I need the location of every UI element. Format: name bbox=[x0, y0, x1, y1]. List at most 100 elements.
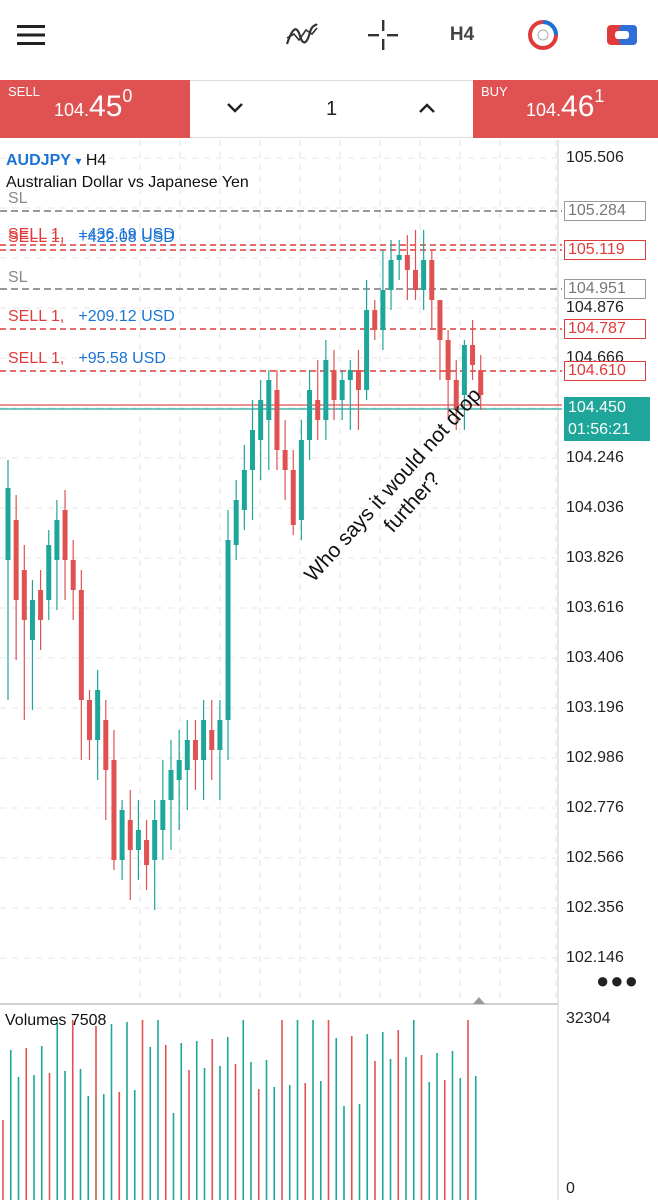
price-tick: 103.406 bbox=[566, 649, 624, 666]
lot-size-stepper[interactable]: 1 bbox=[190, 80, 473, 138]
candle-body bbox=[209, 730, 215, 750]
candle-body bbox=[266, 380, 272, 420]
bar-countdown: 01:56:21 bbox=[568, 421, 631, 438]
crosshair-icon[interactable] bbox=[364, 14, 402, 56]
candle-body bbox=[160, 800, 166, 830]
candle-body bbox=[217, 720, 223, 750]
current-price-box: 104.450 01:56:21 bbox=[564, 397, 650, 441]
order-label[interactable]: SELL 1, +436.19 USD bbox=[8, 226, 175, 243]
candle-body bbox=[21, 570, 27, 620]
price-tick: 105.506 bbox=[566, 149, 624, 166]
price-tick: 102.146 bbox=[566, 949, 624, 966]
pane-resize-handle bbox=[473, 997, 485, 1004]
volumes-title: Volumes 7508 bbox=[5, 1012, 107, 1029]
symbol-dropdown-icon[interactable]: ▾ bbox=[75, 154, 82, 168]
price-tick: 104.876 bbox=[566, 299, 624, 316]
candle-body bbox=[119, 810, 125, 860]
indicator-curve-icon[interactable] bbox=[282, 14, 322, 56]
candle-body bbox=[380, 290, 386, 330]
candle-body bbox=[315, 400, 321, 420]
stop-loss-price-box: 105.284 bbox=[564, 201, 646, 221]
sell-button[interactable]: SELL 104.450 bbox=[0, 80, 190, 138]
candle-body bbox=[38, 590, 44, 620]
chevron-up-icon[interactable] bbox=[416, 97, 438, 124]
symbol-description: Australian Dollar vs Japanese Yen bbox=[6, 174, 249, 191]
volumes-max: 32304 bbox=[566, 1010, 611, 1027]
order-price-box: 104.610 bbox=[564, 361, 646, 381]
candle-body bbox=[298, 440, 304, 520]
trade-panel: SELL 104.450 1 BUY 104.461 bbox=[0, 80, 658, 138]
candle-body bbox=[95, 690, 101, 740]
candle-body bbox=[70, 560, 76, 590]
stop-loss-label[interactable]: SL bbox=[8, 190, 28, 207]
candle-body bbox=[421, 260, 427, 290]
candle-body bbox=[258, 400, 264, 440]
price-tick: 103.196 bbox=[566, 699, 624, 716]
candle-body bbox=[127, 820, 133, 850]
price-tick: 103.616 bbox=[566, 599, 624, 616]
candle-body bbox=[62, 510, 68, 560]
candle-body bbox=[445, 340, 451, 380]
candle-body bbox=[201, 720, 207, 760]
candle-body bbox=[437, 300, 443, 340]
candle-body bbox=[103, 720, 109, 770]
chevron-down-icon[interactable] bbox=[224, 97, 246, 124]
candle-body bbox=[413, 270, 418, 290]
candle-body bbox=[470, 345, 476, 365]
order-label[interactable]: SELL 1, +209.12 USD bbox=[8, 308, 175, 325]
price-tick: 102.986 bbox=[566, 749, 624, 766]
candle-body bbox=[250, 430, 255, 470]
candle-body bbox=[478, 370, 484, 395]
more-dots-icon[interactable]: ●●● bbox=[596, 968, 639, 993]
stop-loss-label[interactable]: SL bbox=[8, 269, 28, 286]
buy-price: 104.461 bbox=[526, 86, 605, 123]
candle-body bbox=[355, 370, 361, 390]
candle-body bbox=[274, 390, 280, 450]
candle-body bbox=[225, 540, 231, 720]
candle-body bbox=[339, 380, 345, 400]
candle-body bbox=[176, 760, 182, 780]
order-price-box: 104.787 bbox=[564, 319, 646, 339]
candle-body bbox=[29, 600, 35, 640]
lot-size-value[interactable]: 1 bbox=[325, 98, 338, 120]
candle-body bbox=[46, 545, 52, 600]
buy-button[interactable]: BUY 104.461 bbox=[473, 80, 658, 138]
candle-body bbox=[78, 590, 84, 700]
price-tick: 104.036 bbox=[566, 499, 624, 516]
sell-price: 104.450 bbox=[54, 86, 133, 123]
candle-body bbox=[372, 310, 378, 330]
symbol-name[interactable]: AUDJPY bbox=[6, 152, 71, 169]
timeframe-button[interactable]: H4 bbox=[449, 24, 475, 45]
candle-body bbox=[461, 345, 467, 395]
chart-toggle-icon[interactable] bbox=[602, 14, 642, 56]
stop-loss-price-box: 104.951 bbox=[564, 279, 646, 299]
candle-body bbox=[364, 310, 370, 390]
candle-body bbox=[347, 370, 353, 380]
order-label[interactable]: SELL 1, +95.58 USD bbox=[8, 350, 166, 367]
candle-body bbox=[54, 520, 60, 560]
hamburger-menu-icon[interactable] bbox=[12, 14, 50, 56]
candle-body bbox=[429, 260, 435, 300]
price-tick: 104.246 bbox=[566, 449, 624, 466]
candle-body bbox=[307, 390, 313, 440]
candle-body bbox=[5, 488, 11, 560]
candle-body bbox=[290, 470, 296, 525]
candle-body bbox=[404, 255, 410, 270]
chart-timeframe: H4 bbox=[85, 152, 107, 169]
price-tick: 102.566 bbox=[566, 849, 624, 866]
candle-body bbox=[331, 370, 337, 400]
trade-circle-icon[interactable] bbox=[524, 14, 562, 56]
price-tick: 103.826 bbox=[566, 549, 624, 566]
candle-body bbox=[135, 830, 141, 850]
candle-body bbox=[152, 820, 158, 860]
volumes-min: 0 bbox=[566, 1180, 575, 1197]
order-label[interactable]: SELL 1, +422.08 USD bbox=[8, 229, 175, 246]
price-tick: 102.776 bbox=[566, 799, 624, 816]
top-toolbar: H4 bbox=[0, 0, 658, 72]
candle-body bbox=[13, 520, 19, 600]
price-chart[interactable] bbox=[0, 138, 658, 1200]
candle-body bbox=[396, 255, 402, 260]
candle-body bbox=[87, 700, 92, 740]
candle-body bbox=[323, 360, 329, 420]
current-price: 104.450 bbox=[568, 399, 626, 416]
